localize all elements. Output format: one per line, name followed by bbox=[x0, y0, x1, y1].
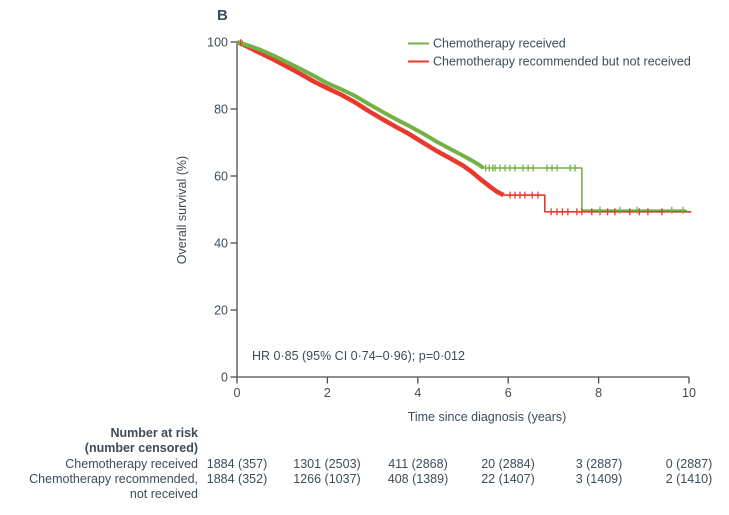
risk-row-1-label-line2: not received bbox=[129, 487, 198, 501]
svg-text:6: 6 bbox=[505, 386, 512, 400]
series-0-censors bbox=[241, 39, 684, 214]
curves bbox=[236, 39, 692, 216]
panel-label: B bbox=[217, 7, 228, 24]
svg-text:100: 100 bbox=[207, 36, 228, 50]
risk-value: 2 (1410) bbox=[665, 472, 713, 486]
risk-value: 411 (2868) bbox=[388, 457, 448, 471]
risk-value: 20 (2884) bbox=[481, 457, 535, 471]
svg-text:0: 0 bbox=[221, 371, 228, 385]
series-1-censors bbox=[239, 39, 663, 216]
x-axis-tick-labels: 0 2 4 6 8 10 bbox=[234, 386, 696, 400]
series-0-tail bbox=[483, 167, 687, 211]
x-axis-ticks bbox=[236, 377, 690, 384]
risk-value: 408 (1389) bbox=[387, 472, 449, 486]
legend-label-0: Chemotherapy received bbox=[433, 37, 566, 51]
svg-text:4: 4 bbox=[414, 386, 421, 400]
hr-annotation: HR 0·85 (95% CI 0·74–0·96); p=0·012 bbox=[252, 349, 465, 363]
risk-value: 1884 (357) bbox=[206, 457, 268, 471]
svg-text:60: 60 bbox=[214, 170, 228, 184]
x-axis-title: Time since diagnosis (years) bbox=[408, 410, 567, 424]
svg-text:2: 2 bbox=[324, 386, 331, 400]
risk-table-header-line2: (number censored) bbox=[84, 441, 198, 455]
risk-value: 1301 (2503) bbox=[293, 457, 361, 471]
series-0-dense bbox=[236, 40, 485, 170]
legend-label-1: Chemotherapy recommended but not receive… bbox=[433, 55, 691, 69]
y-axis-title: Overall survival (%) bbox=[175, 156, 189, 264]
risk-row-0-label: Chemotherapy received bbox=[65, 457, 198, 471]
svg-text:0: 0 bbox=[234, 386, 241, 400]
risk-table-header-line1: Number at risk bbox=[110, 426, 198, 440]
legend: Chemotherapy received Chemotherapy recom… bbox=[408, 37, 691, 69]
risk-value: 1266 (1037) bbox=[293, 472, 361, 486]
risk-row-1-label-line1: Chemotherapy recommended, bbox=[29, 472, 198, 486]
km-plot: B 0 20 40 60 80 100 bbox=[175, 7, 696, 424]
svg-text:20: 20 bbox=[214, 304, 228, 318]
y-axis-ticks bbox=[230, 41, 237, 378]
svg-text:8: 8 bbox=[595, 386, 602, 400]
risk-value: 1884 (352) bbox=[206, 472, 268, 486]
svg-text:40: 40 bbox=[214, 237, 228, 251]
risk-value: 0 (2887) bbox=[665, 457, 713, 471]
risk-value: 3 (2887) bbox=[575, 457, 623, 471]
series-1-dense bbox=[236, 39, 505, 198]
risk-value: 3 (1409) bbox=[575, 472, 623, 486]
y-axis-tick-labels: 0 20 40 60 80 100 bbox=[207, 36, 228, 385]
svg-text:80: 80 bbox=[214, 103, 228, 117]
risk-value: 22 (1407) bbox=[481, 472, 535, 486]
svg-text:10: 10 bbox=[682, 386, 696, 400]
